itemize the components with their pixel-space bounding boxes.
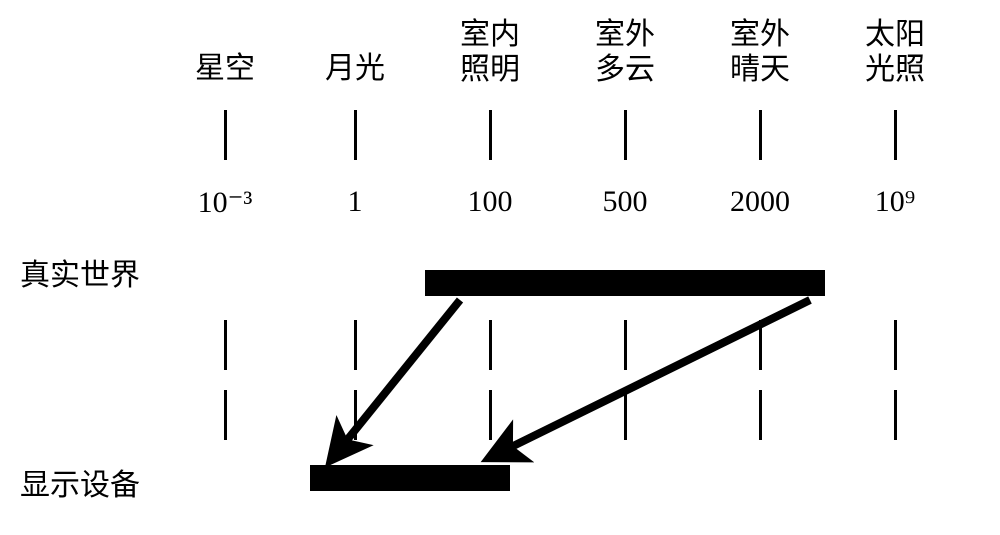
- top-tick-5: [894, 110, 897, 160]
- row-label-real-world: 真实世界: [20, 250, 140, 294]
- arrow-2: [495, 300, 810, 455]
- top-tick-4: [759, 110, 762, 160]
- bot-tick-4: [759, 390, 762, 440]
- mid-tick-0: [224, 320, 227, 370]
- top-tick-2: [489, 110, 492, 160]
- col-label-1: 月光: [285, 52, 425, 87]
- mid-tick-1: [354, 320, 357, 370]
- value-label-1: 1: [285, 185, 425, 219]
- bot-tick-1: [354, 390, 357, 440]
- bot-tick-2: [489, 390, 492, 440]
- value-label-4: 2000: [690, 185, 830, 219]
- value-label-2: 100: [420, 185, 560, 219]
- bar-display: [310, 465, 510, 491]
- bot-tick-0: [224, 390, 227, 440]
- top-tick-1: [354, 110, 357, 160]
- bot-tick-3: [624, 390, 627, 440]
- mid-tick-3: [624, 320, 627, 370]
- value-label-3: 500: [555, 185, 695, 219]
- col-label-5: 太阳 光照: [825, 18, 965, 87]
- diagram-canvas: 星空 月光 室内 照明 室外 多云 室外 晴天 太阳 光照 10⁻³ 1 100…: [0, 0, 1000, 535]
- value-label-5: 10⁹: [825, 185, 965, 219]
- bot-tick-5: [894, 390, 897, 440]
- top-tick-3: [624, 110, 627, 160]
- row-label-display: 显示设备: [20, 460, 140, 504]
- col-label-2: 室内 照明: [420, 18, 560, 87]
- bar-real-world: [425, 270, 825, 296]
- col-label-0: 星空: [155, 52, 295, 87]
- mid-tick-2: [489, 320, 492, 370]
- top-tick-0: [224, 110, 227, 160]
- value-label-0: 10⁻³: [155, 185, 295, 220]
- col-label-3: 室外 多云: [555, 18, 695, 87]
- col-label-4: 室外 晴天: [690, 18, 830, 87]
- mid-tick-5: [894, 320, 897, 370]
- mid-tick-4: [759, 320, 762, 370]
